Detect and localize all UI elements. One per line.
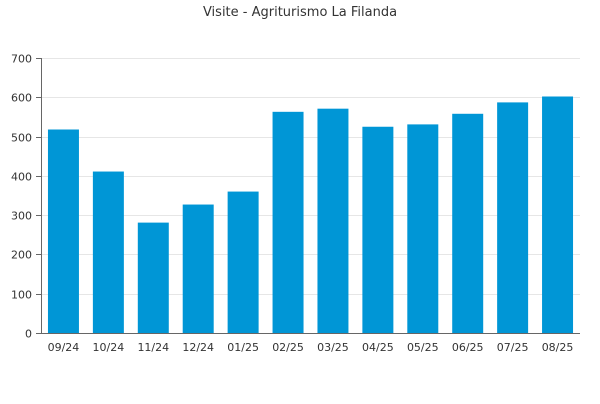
bar-08-25[interactable] bbox=[542, 96, 574, 334]
bar-06-25[interactable] bbox=[452, 113, 484, 333]
x-tick-label: 09/24 bbox=[48, 341, 80, 354]
y-tick-label: 100 bbox=[11, 289, 32, 302]
x-tick-label: 10/24 bbox=[93, 341, 125, 354]
grid-lines bbox=[41, 58, 580, 295]
x-tick-label: 02/25 bbox=[272, 341, 304, 354]
x-axis-ticks: 09/24 10/24 11/24 12/24 01/25 02/25 03/25 04/25… bbox=[48, 341, 574, 354]
x-tick-label: 08/25 bbox=[542, 341, 574, 354]
bar-02-25[interactable] bbox=[272, 111, 304, 333]
x-tick-label: 01/25 bbox=[227, 341, 259, 354]
axes bbox=[41, 58, 580, 334]
y-tick-label: 400 bbox=[11, 171, 32, 184]
bar-09-24[interactable] bbox=[47, 129, 79, 334]
x-tick-label: 05/25 bbox=[407, 341, 439, 354]
bars bbox=[47, 96, 574, 334]
x-tick-label: 04/25 bbox=[362, 341, 394, 354]
x-tick-label: 07/25 bbox=[497, 341, 529, 354]
x-tick-label: 12/24 bbox=[182, 341, 214, 354]
chart-title: Visite - Agriturismo La Filanda bbox=[203, 5, 397, 20]
bar-04-25[interactable] bbox=[362, 126, 394, 333]
x-tick-label: 11/24 bbox=[137, 341, 169, 354]
y-tick-label: 0 bbox=[25, 328, 32, 341]
y-tick-label: 300 bbox=[11, 210, 32, 223]
bar-05-25[interactable] bbox=[407, 124, 439, 333]
bar-12-24[interactable] bbox=[182, 204, 214, 333]
y-tick-label: 500 bbox=[11, 132, 32, 145]
bar-03-25[interactable] bbox=[317, 108, 349, 334]
y-tick-label: 600 bbox=[11, 92, 32, 105]
y-axis-ticks: 0 100 200 300 400 500 600 700 bbox=[11, 53, 41, 341]
y-tick-label: 700 bbox=[11, 53, 32, 66]
bar-10-24[interactable] bbox=[92, 171, 124, 333]
x-tick-label: 03/25 bbox=[317, 341, 349, 354]
bar-01-25[interactable] bbox=[227, 191, 259, 333]
bar-07-25[interactable] bbox=[497, 102, 529, 333]
y-tick-label: 200 bbox=[11, 249, 32, 262]
x-tick-label: 06/25 bbox=[452, 341, 484, 354]
bar-11-24[interactable] bbox=[137, 222, 169, 333]
